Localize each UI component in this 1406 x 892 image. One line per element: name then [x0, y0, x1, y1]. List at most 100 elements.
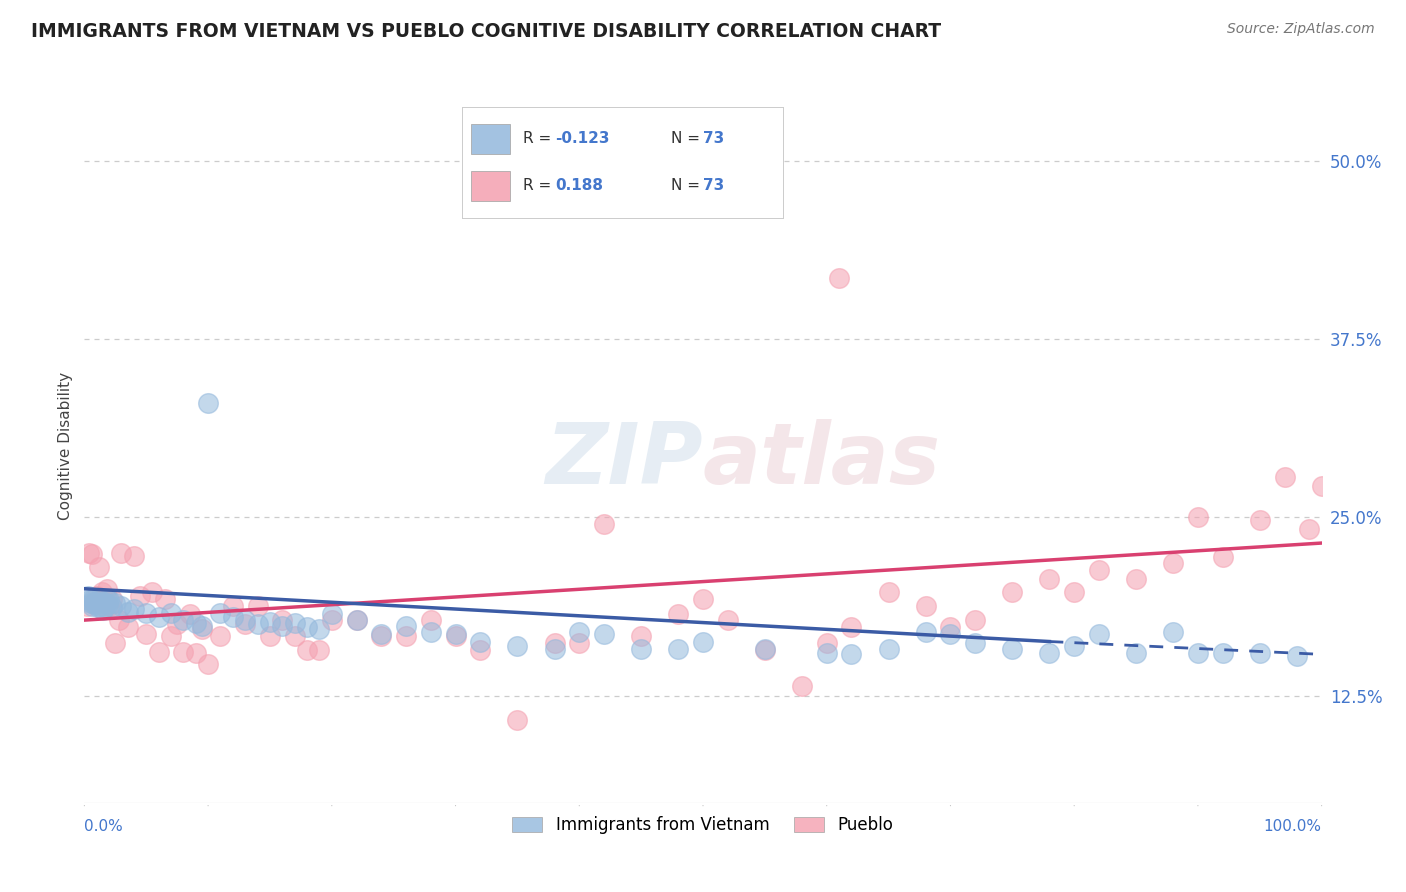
Point — [1310, 479, 1333, 493]
Point — [346, 613, 368, 627]
Point — [790, 679, 813, 693]
Point — [815, 646, 838, 660]
Point — [1212, 550, 1234, 565]
Point — [148, 610, 170, 624]
Point — [222, 599, 245, 613]
Point — [1298, 522, 1320, 536]
Point — [692, 591, 714, 606]
Point — [308, 643, 330, 657]
Point — [94, 600, 117, 615]
Point — [83, 598, 105, 612]
Point — [259, 615, 281, 629]
Text: ZIP: ZIP — [546, 418, 703, 502]
Point — [90, 584, 112, 599]
Point — [470, 634, 492, 648]
Point — [1249, 646, 1271, 660]
Point — [153, 591, 176, 606]
Point — [100, 591, 122, 606]
Point — [76, 599, 98, 613]
Point — [630, 641, 652, 656]
Point — [295, 643, 318, 657]
Text: 0.0%: 0.0% — [84, 820, 124, 834]
Point — [222, 610, 245, 624]
Point — [135, 606, 157, 620]
Point — [1212, 646, 1234, 660]
Point — [321, 613, 343, 627]
Point — [593, 517, 616, 532]
Point — [395, 629, 418, 643]
Point — [117, 620, 139, 634]
Point — [100, 600, 122, 615]
Point — [209, 606, 232, 620]
Point — [1001, 641, 1024, 656]
Point — [1187, 510, 1209, 524]
Point — [419, 613, 441, 627]
Point — [506, 713, 529, 727]
Point — [1038, 646, 1060, 660]
Point — [148, 644, 170, 658]
Point — [89, 599, 111, 613]
Y-axis label: Cognitive Disability: Cognitive Disability — [58, 372, 73, 520]
Point — [110, 546, 132, 560]
Point — [184, 615, 207, 630]
Point — [543, 641, 565, 656]
Point — [191, 622, 214, 636]
Point — [79, 596, 101, 610]
Point — [506, 639, 529, 653]
Point — [86, 596, 108, 610]
Point — [1161, 624, 1184, 639]
Point — [841, 620, 863, 634]
Point — [135, 627, 157, 641]
Point — [568, 636, 591, 650]
Point — [815, 636, 838, 650]
Point — [179, 607, 201, 622]
Point — [141, 584, 163, 599]
Point — [1038, 572, 1060, 586]
Point — [1088, 627, 1111, 641]
Point — [117, 605, 139, 619]
Point — [80, 548, 103, 562]
Point — [129, 589, 152, 603]
Point — [86, 589, 108, 603]
Point — [1001, 584, 1024, 599]
Point — [110, 599, 132, 613]
Point — [444, 627, 467, 641]
Point — [395, 619, 418, 633]
Point — [1088, 563, 1111, 577]
Point — [233, 613, 256, 627]
Point — [89, 591, 111, 606]
Point — [79, 546, 101, 560]
Point — [841, 648, 863, 662]
Point — [754, 643, 776, 657]
Point — [184, 646, 207, 660]
Point — [321, 607, 343, 622]
Point — [93, 599, 115, 613]
Point — [233, 617, 256, 632]
Point — [1063, 639, 1085, 653]
Point — [717, 613, 740, 627]
Point — [197, 396, 219, 410]
Legend: Immigrants from Vietnam, Pueblo: Immigrants from Vietnam, Pueblo — [506, 810, 900, 841]
Text: atlas: atlas — [703, 418, 941, 502]
Point — [284, 629, 307, 643]
Point — [246, 617, 269, 632]
Point — [77, 589, 100, 603]
Point — [370, 627, 392, 641]
Point — [271, 619, 294, 633]
Point — [370, 629, 392, 643]
Point — [79, 593, 101, 607]
Point — [80, 599, 103, 613]
Point — [470, 643, 492, 657]
Point — [89, 560, 111, 574]
Point — [284, 615, 307, 630]
Point — [1274, 470, 1296, 484]
Point — [172, 644, 194, 658]
Point — [84, 594, 107, 608]
Point — [1249, 513, 1271, 527]
Point — [122, 601, 145, 615]
Point — [630, 629, 652, 643]
Text: 100.0%: 100.0% — [1264, 820, 1322, 834]
Point — [346, 613, 368, 627]
Point — [965, 613, 987, 627]
Point — [98, 593, 121, 607]
